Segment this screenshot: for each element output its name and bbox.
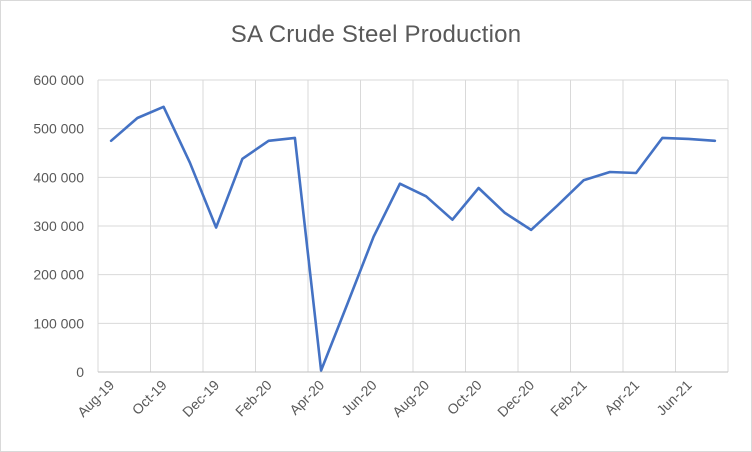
chart-title: SA Crude Steel Production	[230, 21, 522, 48]
series-layer	[109, 105, 717, 372]
x-tick-label: Jun-20	[338, 377, 380, 419]
x-tick-label: Apr-20	[286, 377, 327, 418]
x-tick-label: Feb-21	[547, 377, 590, 420]
series-line	[109, 105, 717, 372]
y-tick-label: 400 000	[33, 169, 84, 185]
x-tick-label: Apr-21	[601, 377, 642, 418]
grid-layer	[97, 79, 729, 372]
x-tick-label: Dec-19	[179, 377, 222, 420]
x-tick-label: Feb-20	[232, 377, 275, 420]
y-tick-label: 500 000	[33, 121, 84, 137]
y-tick-label: 200 000	[33, 267, 84, 283]
x-tick-label: Oct-20	[444, 377, 485, 418]
x-tick-label: Aug-20	[389, 377, 432, 420]
x-tick-labels: Aug-19 Oct-19 Dec-19 Feb-20 Apr-20 Jun-20 Aug-…	[74, 377, 695, 420]
x-tick-label: Aug-19	[74, 377, 117, 420]
y-tick-label: 600 000	[33, 72, 84, 88]
y-tick-label: 300 000	[33, 218, 84, 234]
x-tick-label: Jun-21	[653, 377, 695, 419]
x-tick-label: Oct-19	[129, 377, 170, 418]
y-tick-labels: 0 100 000 200 000 300 000 400 000 500 000 600 …	[33, 72, 84, 380]
y-tick-label: 100 000	[33, 315, 84, 331]
x-tick-label: Dec-20	[494, 377, 537, 420]
y-tick-label: 0	[76, 364, 84, 380]
